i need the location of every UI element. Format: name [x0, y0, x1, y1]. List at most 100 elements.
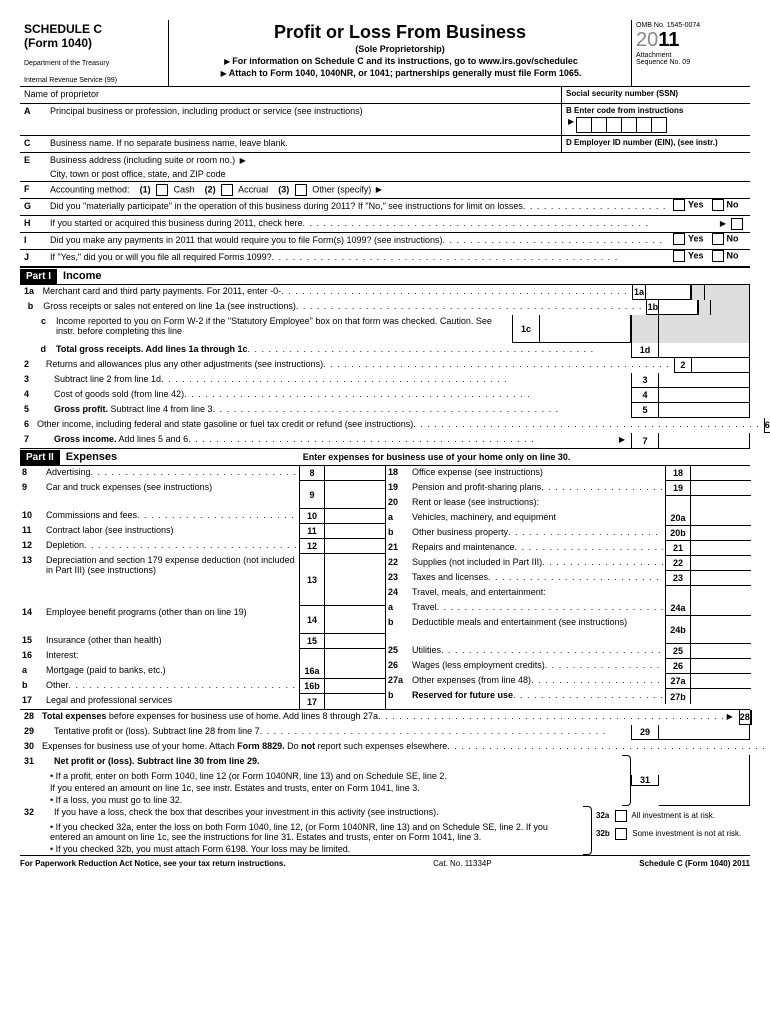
amt-21[interactable]: [691, 541, 751, 556]
info-line2: Attach to Form 1040, 1040NR, or 1041; pa…: [229, 68, 582, 78]
text-E1: Business address (including suite or roo…: [46, 153, 750, 167]
row-C-D: C Business name. If no separate business…: [20, 136, 750, 153]
line-1b: b Gross receipts or sales not entered on…: [20, 300, 750, 315]
part2-sub: Enter expenses for business use of your …: [123, 450, 750, 464]
checkbox-other[interactable]: [295, 184, 307, 196]
checkbox-cash[interactable]: [156, 184, 168, 196]
amt-1d[interactable]: [659, 343, 750, 358]
amt-4[interactable]: [659, 388, 750, 403]
arrow-icon: [222, 56, 232, 66]
amt-11[interactable]: [325, 524, 385, 539]
checkbox-J-yes[interactable]: [673, 250, 685, 262]
amt-15[interactable]: [325, 634, 385, 649]
amt-16b[interactable]: [325, 679, 385, 694]
form-title: Profit or Loss From Business: [173, 22, 627, 43]
form-label: (Form 1040): [24, 36, 164, 50]
expenses-two-col: 8Advertising8 9Car and truck expenses (s…: [20, 466, 750, 709]
year-prefix: 20: [636, 29, 658, 51]
amt-20a[interactable]: [691, 511, 751, 526]
amt-2[interactable]: [692, 358, 750, 373]
amt-27a[interactable]: [691, 674, 751, 689]
amt-25[interactable]: [691, 644, 751, 659]
letter-E: E: [20, 153, 46, 167]
form-header: SCHEDULE C (Form 1040) Department of the…: [20, 20, 750, 87]
amt-22[interactable]: [691, 556, 751, 571]
letter-J: J: [20, 250, 46, 266]
amt-1a[interactable]: [646, 285, 691, 300]
amt-20b[interactable]: [691, 526, 751, 541]
amt-31[interactable]: [659, 755, 750, 806]
amt-17[interactable]: [325, 694, 385, 709]
line-6: 6 Other income, including federal and st…: [20, 418, 750, 433]
dept-line1: Department of the Treasury: [24, 60, 164, 67]
amt-18[interactable]: [691, 466, 751, 481]
amt-26[interactable]: [691, 659, 751, 674]
checkbox-accrual[interactable]: [221, 184, 233, 196]
amt-23[interactable]: [691, 571, 751, 586]
row-H: H If you started or acquired this busine…: [20, 216, 750, 233]
arrow-icon: [219, 68, 229, 78]
form-footer: For Paperwork Reduction Act Notice, see …: [20, 855, 750, 871]
amt-24b[interactable]: [691, 616, 751, 644]
text-F: Accounting method:: [50, 184, 130, 194]
amt-9[interactable]: [325, 481, 385, 509]
checkbox-G-no[interactable]: [712, 199, 724, 211]
amt-7[interactable]: [659, 433, 750, 448]
amt-24a[interactable]: [691, 601, 751, 616]
line-2: 2 Returns and allowances plus any other …: [20, 358, 750, 373]
amt-29[interactable]: [659, 725, 750, 740]
part2-title: Expenses: [60, 449, 123, 465]
amt-1b[interactable]: [659, 300, 698, 315]
amt-13[interactable]: [325, 554, 385, 606]
line-32-block: 32If you have a loss, check the box that…: [20, 806, 750, 855]
row-J: J If "Yes," did you or will you file all…: [20, 250, 750, 267]
amt-19[interactable]: [691, 481, 751, 496]
row-A-B: A Principal business or profession, incl…: [20, 104, 750, 136]
checkbox-I-no[interactable]: [712, 233, 724, 245]
line-4: 4 Cost of goods sold (from line 42) 4: [20, 388, 750, 403]
part2-label: Part II: [20, 450, 60, 465]
footer-right: Schedule C (Form 1040) 2011: [639, 859, 750, 868]
text-D: Employer ID number (EIN), (see instr.): [574, 138, 718, 147]
brace-icon: [622, 755, 631, 806]
name-row: Name of proprietor Social security numbe…: [20, 87, 750, 104]
dept-line2: Internal Revenue Service (99): [24, 77, 164, 84]
schedule-label: SCHEDULE C: [24, 22, 164, 36]
checkbox-J-no[interactable]: [712, 250, 724, 262]
row-I: I Did you make any payments in 2011 that…: [20, 233, 750, 250]
line-7: 7 Gross income. Add lines 5 and 6 7: [20, 433, 750, 448]
code-boxes[interactable]: [566, 117, 746, 133]
line-29: 29 Tentative profit or (loss). Subtract …: [20, 725, 750, 740]
line-3: 3 Subtract line 2 from line 1d 3: [20, 373, 750, 388]
arrow-icon: [374, 184, 384, 194]
letter-A: A: [20, 104, 46, 135]
text-B: Enter code from instructions: [574, 106, 683, 115]
amt-1c[interactable]: [540, 315, 631, 343]
omb-number: OMB No. 1545-0074: [636, 22, 746, 29]
amt-10[interactable]: [325, 509, 385, 524]
amt-5[interactable]: [659, 403, 750, 418]
ssn-label: Social security number (SSN): [562, 87, 750, 103]
footer-left: For Paperwork Reduction Act Notice, see …: [20, 859, 286, 868]
amt-28[interactable]: [751, 710, 752, 725]
checkbox-32b[interactable]: [615, 828, 627, 840]
row-E: E Business address (including suite or r…: [20, 153, 750, 182]
amt-14[interactable]: [325, 606, 385, 634]
amt-12[interactable]: [325, 539, 385, 554]
part1-label: Part I: [20, 269, 57, 284]
checkbox-32a[interactable]: [615, 810, 627, 822]
amt-27b: [691, 689, 751, 704]
checkbox-I-yes[interactable]: [673, 233, 685, 245]
letter-F: F: [20, 182, 46, 198]
amt-8[interactable]: [325, 466, 385, 481]
checkbox-G-yes[interactable]: [673, 199, 685, 211]
arrow-icon: [725, 711, 735, 724]
arrow-icon: [617, 434, 627, 447]
letter-B: B: [566, 106, 572, 115]
form-schedule-c: SCHEDULE C (Form 1040) Department of the…: [20, 20, 750, 871]
amt-16a[interactable]: [325, 664, 385, 679]
arrow-icon: [718, 218, 728, 230]
amt-3[interactable]: [659, 373, 750, 388]
line-1d: d Total gross receipts. Add lines 1a thr…: [20, 343, 750, 358]
checkbox-H[interactable]: [731, 218, 743, 230]
